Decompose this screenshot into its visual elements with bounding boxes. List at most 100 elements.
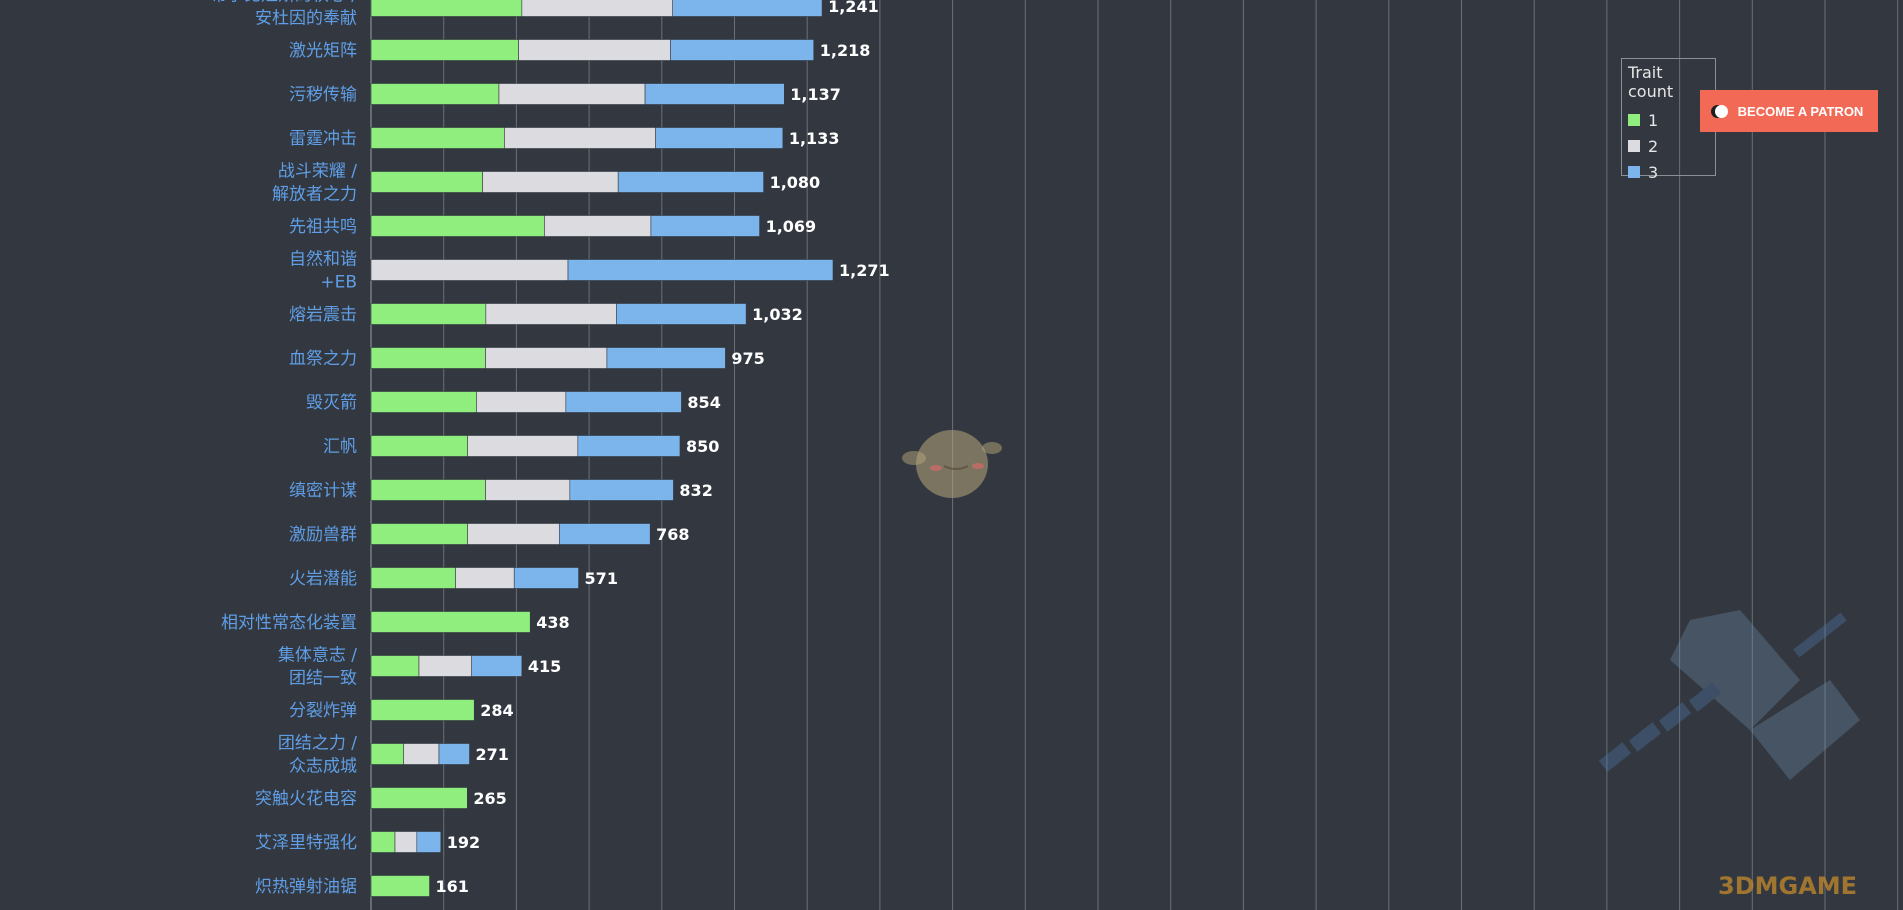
bar-segment-3[interactable]	[617, 171, 764, 193]
bar-segment-1[interactable]	[370, 831, 396, 853]
bar-segment-2[interactable]	[521, 0, 674, 17]
bar-segment-1[interactable]	[370, 303, 487, 325]
category-label-line: 安杜因的奉献	[255, 9, 357, 29]
bar-segment-1[interactable]	[370, 787, 468, 809]
bar-segment-2[interactable]	[476, 391, 567, 413]
bar-segment-2[interactable]	[418, 655, 472, 677]
bar-segment-3[interactable]	[655, 127, 784, 149]
category-label: 雷霆冲击	[289, 129, 357, 149]
category-label-line: 众志成城	[289, 757, 357, 777]
legend-item-2[interactable]: 2	[1628, 133, 1709, 159]
category-label: 突触火花电容	[255, 789, 357, 809]
value-label: 1,032	[752, 305, 803, 324]
bar-segment-3[interactable]	[569, 479, 674, 501]
bar-segment-3[interactable]	[670, 39, 815, 61]
bar-segment-2[interactable]	[544, 215, 652, 237]
category-label: 相对性常态化装置	[221, 613, 357, 633]
bar-segment-3[interactable]	[471, 655, 523, 677]
category-label-line: 突触火花电容	[255, 789, 357, 809]
bar-segment-2[interactable]	[467, 435, 579, 457]
value-label: 571	[585, 569, 618, 588]
bar-segment-1[interactable]	[370, 39, 519, 61]
bar-segment-2[interactable]	[485, 303, 617, 325]
bar-segment-2[interactable]	[394, 831, 418, 853]
bar-segment-3[interactable]	[438, 743, 470, 765]
category-label: 激光矩阵	[289, 41, 357, 61]
bar-segment-1[interactable]	[370, 0, 523, 17]
bar-segment-2[interactable]	[485, 479, 571, 501]
bar-segment-1[interactable]	[370, 171, 483, 193]
value-labels: 1,241 1,218 1,137 1,133 1,080 1,069 1,271 1,032…	[436, 0, 890, 896]
legend-item-3[interactable]: 3	[1628, 159, 1709, 185]
category-label: 激励兽群	[289, 525, 357, 545]
bar-segment-3[interactable]	[416, 831, 442, 853]
bar-segment-2[interactable]	[485, 347, 608, 369]
value-label: 850	[686, 437, 719, 456]
bar-segment-2[interactable]	[504, 127, 656, 149]
category-label: 缜密计谋	[289, 481, 357, 501]
bar-segment-2[interactable]	[455, 567, 515, 589]
value-label: 1,218	[820, 41, 871, 60]
category-label-line: 熔岩震击	[289, 305, 357, 325]
category-label: 团结之力 / 众志成城	[278, 734, 357, 777]
bar-segment-1[interactable]	[370, 875, 430, 897]
legend-swatch-3	[1628, 166, 1640, 178]
value-label: 192	[447, 833, 480, 852]
bar-segment-3[interactable]	[606, 347, 726, 369]
bar-segment-1[interactable]	[370, 215, 545, 237]
legend-swatch-1	[1628, 114, 1640, 126]
bar-segment-1[interactable]	[370, 655, 420, 677]
bar-segment-1[interactable]	[370, 523, 468, 545]
legend-item-1[interactable]: 1	[1628, 107, 1709, 133]
category-label-line: 艾泽里特强化	[255, 833, 357, 853]
bar-segment-3[interactable]	[650, 215, 760, 237]
bar-segment-1[interactable]	[370, 611, 531, 633]
bar-segment-3[interactable]	[644, 83, 785, 105]
value-label: 265	[473, 789, 506, 808]
bar-segment-1[interactable]	[370, 743, 405, 765]
bar-segment-1[interactable]	[370, 479, 486, 501]
category-label-line: 毁灭箭	[306, 393, 357, 413]
bar-segment-1[interactable]	[370, 435, 468, 457]
grid-lines	[370, 0, 1899, 910]
bar-segment-1[interactable]	[370, 127, 505, 149]
bar-segment-3[interactable]	[672, 0, 823, 17]
category-label-line: 相对性常态化装置	[221, 613, 357, 633]
bar-segment-3[interactable]	[513, 567, 579, 589]
category-label-line: 希尔比娅斯的秋心 /	[210, 0, 357, 6]
value-label: 1,137	[790, 85, 841, 104]
bar-segment-2[interactable]	[482, 171, 619, 193]
category-label: 艾泽里特强化	[255, 833, 357, 853]
brand-watermark: 3DMGAME	[1718, 872, 1858, 900]
become-a-patron-button[interactable]: BECOME A PATRON	[1700, 90, 1878, 132]
become-a-patron-label: BECOME A PATRON	[1737, 103, 1864, 119]
bar-segment-2[interactable]	[467, 523, 560, 545]
value-label: 284	[480, 701, 513, 720]
bar-segment-3[interactable]	[567, 259, 834, 281]
mascot-watermark-icon	[902, 430, 1002, 498]
bar-segment-1[interactable]	[370, 83, 500, 105]
bar-segment-3[interactable]	[616, 303, 747, 325]
bar-segment-2[interactable]	[518, 39, 671, 61]
bar-segment-2[interactable]	[498, 83, 646, 105]
category-label-line: 血祭之力	[289, 349, 357, 369]
bar-segment-3[interactable]	[558, 523, 651, 545]
bar-segment-1[interactable]	[370, 567, 456, 589]
bar-segment-1[interactable]	[370, 347, 486, 369]
category-label: 火岩潜能	[289, 569, 357, 589]
category-label: 毁灭箭	[306, 393, 357, 413]
bar-segment-1[interactable]	[370, 699, 475, 721]
category-label: 炽热弹射油锯	[255, 877, 357, 897]
category-label-line: 自然和谐	[289, 250, 357, 270]
bar-segment-2[interactable]	[370, 259, 569, 281]
bar-segment-1[interactable]	[370, 391, 477, 413]
category-label-line: 团结之力 /	[278, 734, 357, 754]
legend-label-2: 2	[1648, 136, 1659, 156]
category-label: 熔岩震击	[289, 305, 357, 325]
bar-segment-3[interactable]	[565, 391, 682, 413]
category-label-line: +EB	[320, 273, 357, 293]
category-label: 汇帆	[323, 437, 357, 457]
bar-segment-2[interactable]	[403, 743, 440, 765]
legend-title: Trait count	[1628, 63, 1674, 101]
bar-segment-3[interactable]	[577, 435, 681, 457]
